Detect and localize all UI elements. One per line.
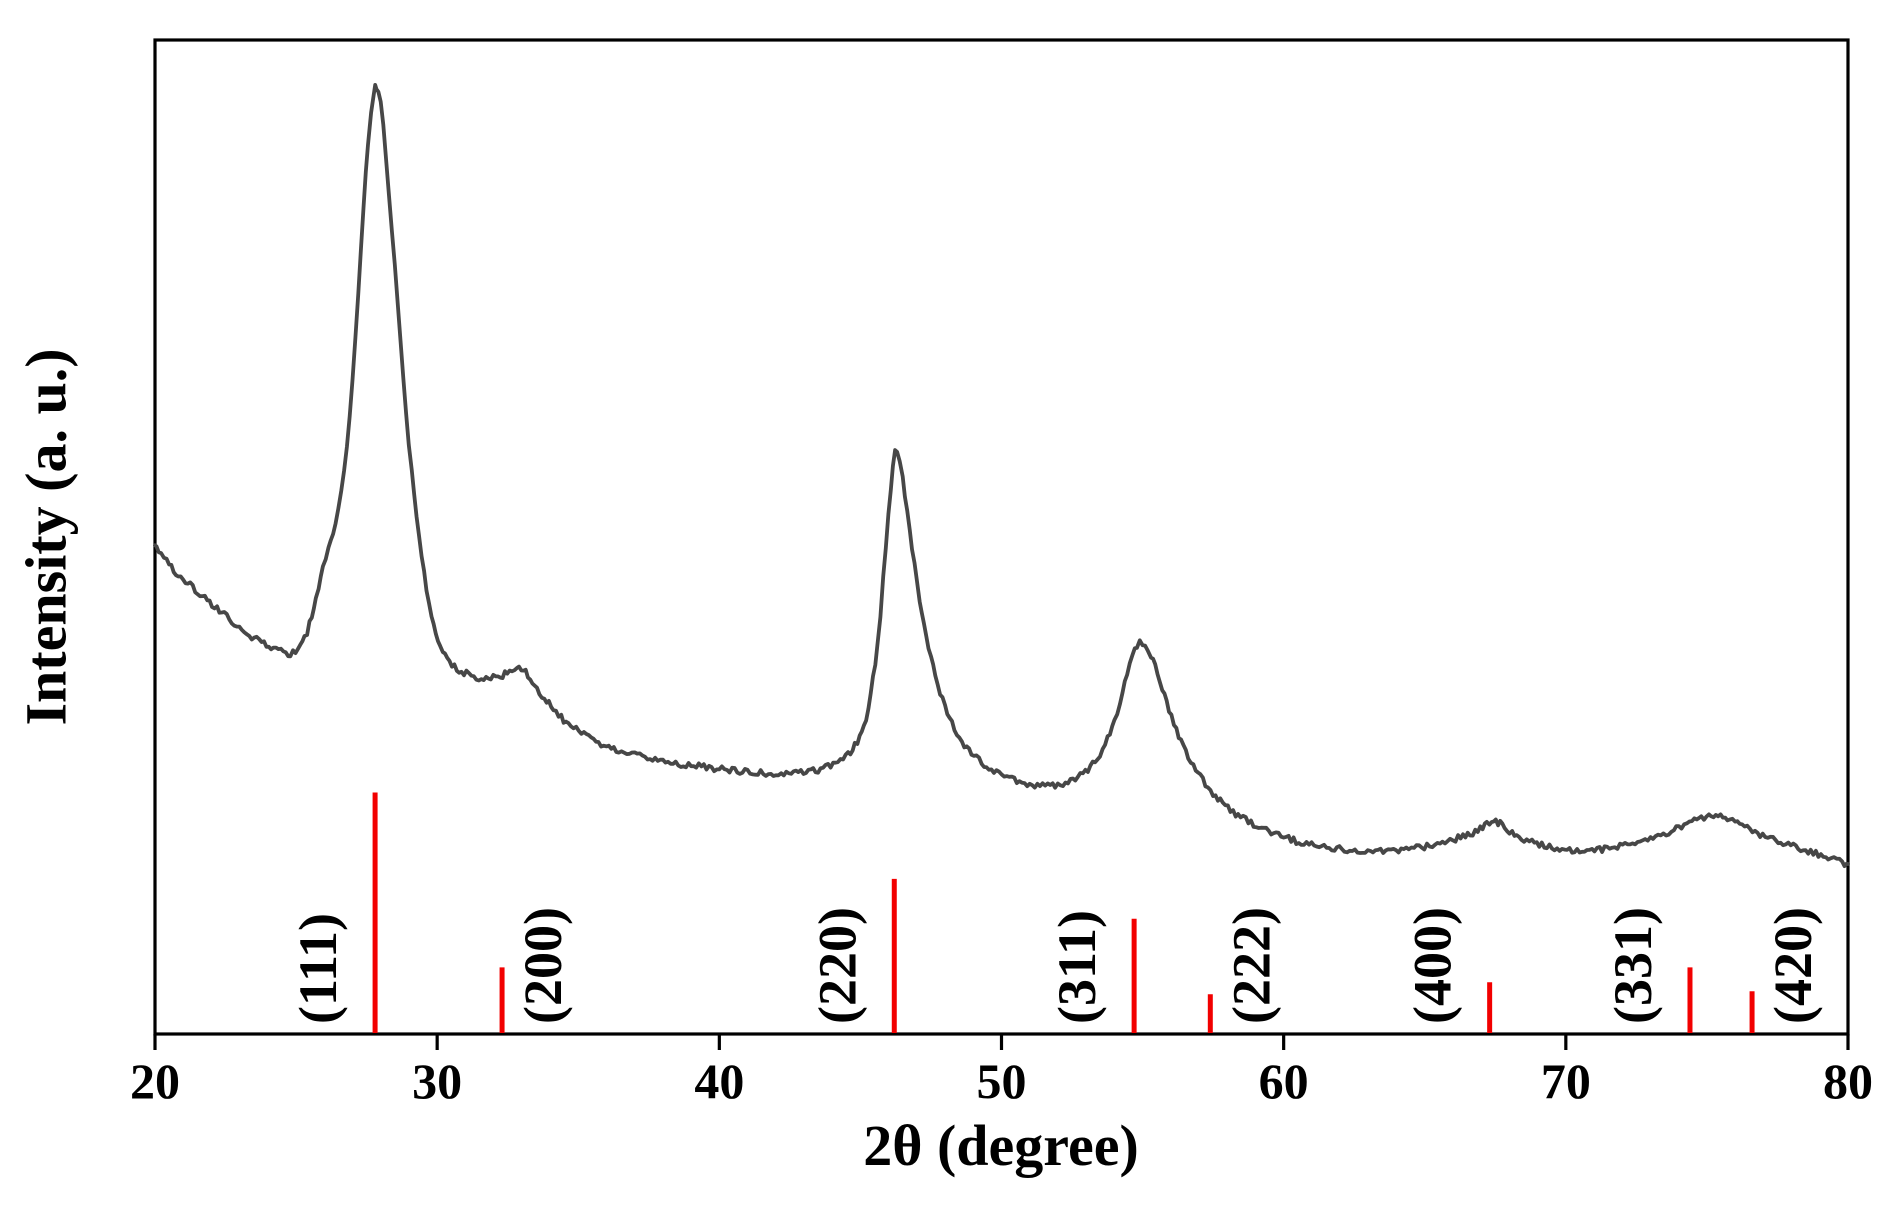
hkl-label: (111) bbox=[288, 913, 348, 1024]
x-tick-label: 30 bbox=[412, 1053, 462, 1109]
hkl-label: (220) bbox=[807, 907, 867, 1024]
x-tick-label: 70 bbox=[1541, 1053, 1591, 1109]
x-tick-label: 40 bbox=[694, 1053, 744, 1109]
x-tick-label: 50 bbox=[977, 1053, 1027, 1109]
xrd-curve bbox=[153, 83, 1850, 868]
reference-peaks: (111) (200) (220) (311) (222) (400) (331) (420) bbox=[288, 792, 1823, 1033]
hkl-label: (420) bbox=[1763, 907, 1823, 1024]
x-axis: 20 30 40 50 60 70 80 bbox=[130, 1034, 1873, 1109]
hkl-label: (200) bbox=[513, 907, 573, 1024]
x-tick-label: 80 bbox=[1823, 1053, 1873, 1109]
plot-frame bbox=[153, 38, 1850, 1036]
x-tick-label: 20 bbox=[130, 1053, 180, 1109]
hkl-label: (331) bbox=[1603, 907, 1663, 1024]
x-tick-label: 60 bbox=[1259, 1053, 1309, 1109]
hkl-label: (311) bbox=[1047, 910, 1107, 1024]
hkl-label: (222) bbox=[1221, 907, 1281, 1024]
hkl-label: (400) bbox=[1403, 907, 1463, 1024]
x-axis-title: 2θ (degree) bbox=[863, 1113, 1139, 1178]
y-axis-title: Intensity (a. u.) bbox=[13, 348, 79, 726]
